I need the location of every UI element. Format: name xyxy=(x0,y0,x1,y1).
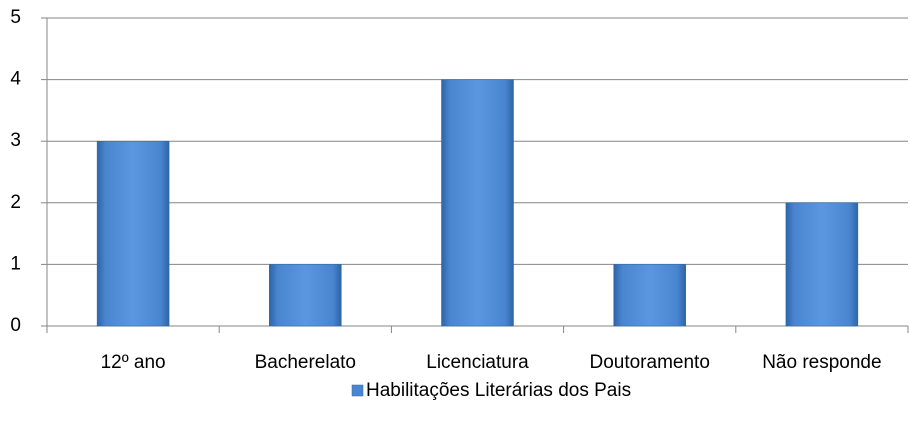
legend-label: Habilitações Literárias dos Pais xyxy=(366,380,631,401)
y-tick-label: 1 xyxy=(10,253,21,274)
y-tick-label: 2 xyxy=(10,192,21,213)
x-tick-label: Não responde xyxy=(762,352,881,373)
y-tick-label: 3 xyxy=(10,130,21,151)
legend-swatch xyxy=(351,384,364,397)
x-tick-label: Bacherelato xyxy=(255,352,356,373)
y-tick-label: 0 xyxy=(10,315,21,336)
bar xyxy=(441,79,514,327)
x-tick-label: 12º ano xyxy=(101,352,166,373)
y-tick-label: 5 xyxy=(10,7,21,28)
bar xyxy=(785,202,859,327)
y-tick-label: 4 xyxy=(10,69,21,90)
bar xyxy=(613,264,686,327)
x-tick-label: Doutoramento xyxy=(589,352,709,373)
x-tick-label: Licenciatura xyxy=(426,352,529,373)
bar xyxy=(96,140,170,327)
bar xyxy=(269,264,342,327)
